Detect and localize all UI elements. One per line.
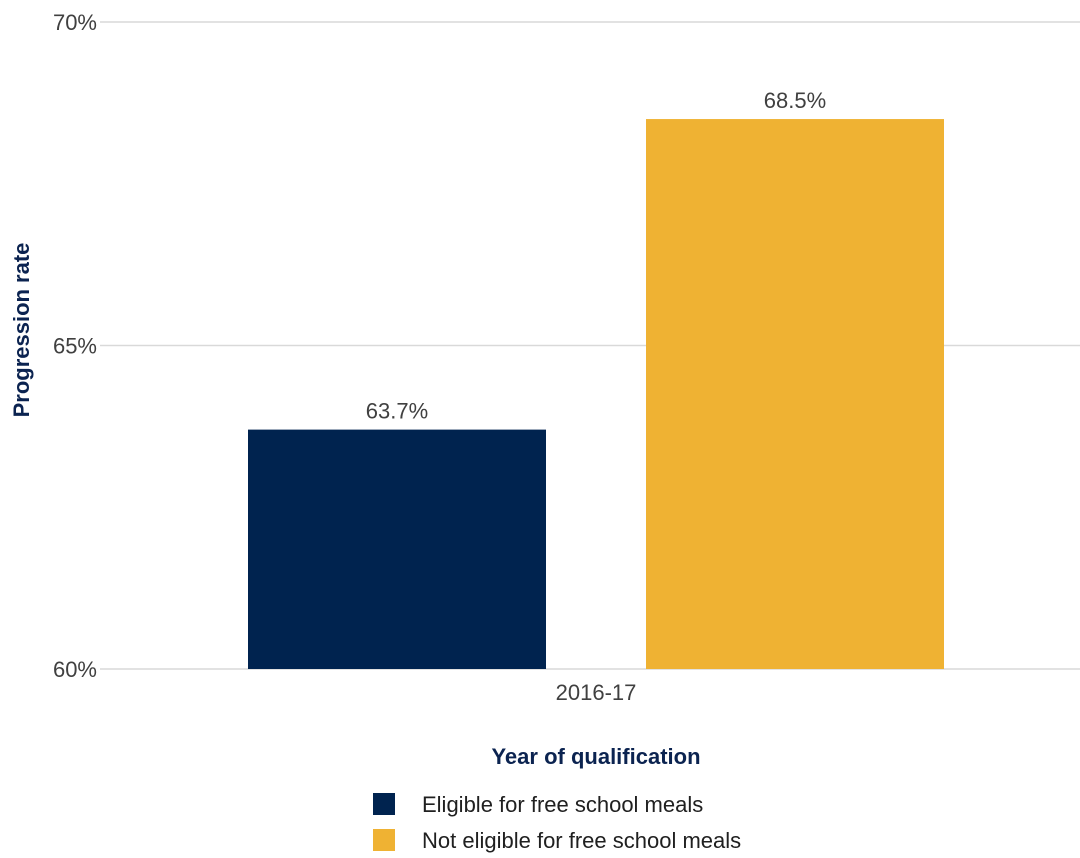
x-axis-title: Year of qualification: [491, 744, 700, 769]
bar-series-0: [248, 429, 546, 669]
data-labels: 63.7% 68.5%: [366, 88, 826, 424]
x-tick-label: 2016-17: [556, 680, 637, 705]
data-label: 63.7%: [366, 399, 428, 424]
legend-label: Eligible for free school meals: [422, 792, 703, 817]
y-axis-ticks: 60% 65% 70%: [53, 10, 97, 682]
data-label: 68.5%: [764, 88, 826, 113]
y-axis-title: Progression rate: [9, 243, 34, 418]
bars: [248, 119, 944, 670]
bar-series-1: [646, 119, 944, 670]
legend: Eligible for free school meals Not eligib…: [373, 792, 741, 853]
y-tick-label: 70%: [53, 10, 97, 35]
legend-swatch: [373, 793, 395, 815]
y-tick-label: 60%: [53, 657, 97, 682]
legend-swatch: [373, 829, 395, 851]
y-tick-label: 65%: [53, 334, 97, 359]
legend-label: Not eligible for free school meals: [422, 828, 741, 853]
x-axis-ticks: 2016-17: [556, 680, 637, 705]
